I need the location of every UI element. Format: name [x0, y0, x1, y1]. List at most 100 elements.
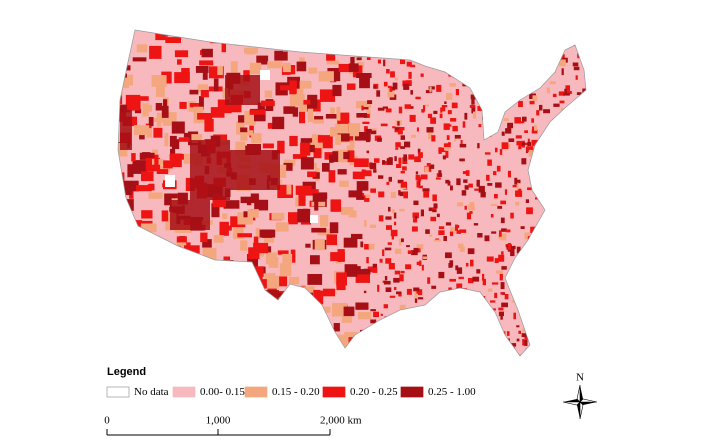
- county-patch: [568, 217, 574, 221]
- county-patch: [537, 248, 543, 255]
- county-patch: [346, 352, 352, 356]
- county-patch: [361, 335, 368, 342]
- county-patch: [574, 186, 581, 193]
- county-patch: [418, 185, 423, 189]
- county-patch: [572, 125, 576, 130]
- county-patch: [132, 57, 147, 62]
- county-patch: [260, 70, 270, 80]
- county-patch: [507, 243, 512, 250]
- county-patch: [429, 51, 433, 54]
- county-patch: [510, 212, 514, 219]
- county-patch: [502, 62, 508, 67]
- county-patch: [337, 169, 347, 175]
- county-patch: [358, 342, 374, 356]
- county-patch: [538, 252, 544, 257]
- legend-title: Legend: [107, 366, 146, 378]
- county-patch: [394, 127, 400, 131]
- county-patch: [511, 343, 517, 347]
- county-patch: [175, 251, 185, 265]
- county-patch: [233, 270, 248, 278]
- county-patch: [183, 132, 196, 138]
- county-patch: [496, 270, 503, 274]
- county-patch: [428, 132, 433, 140]
- county-patch: [518, 101, 523, 107]
- county-patch: [305, 243, 311, 248]
- county-patch: [361, 35, 364, 38]
- county-patch: [504, 294, 509, 300]
- county-patch: [439, 113, 443, 119]
- county-patch: [226, 270, 234, 281]
- county-patch: [201, 48, 213, 58]
- county-patch: [356, 73, 372, 78]
- county-patch: [325, 114, 338, 119]
- county-patch: [423, 337, 429, 343]
- county-patch: [438, 147, 442, 154]
- county-patch: [466, 212, 472, 220]
- county-patch: [462, 310, 466, 318]
- county-patch: [553, 246, 556, 250]
- county-patch: [334, 341, 342, 352]
- county-patch: [174, 251, 180, 259]
- county-patch: [367, 243, 375, 250]
- county-patch: [588, 132, 590, 134]
- county-patch: [151, 325, 163, 338]
- county-patch: [309, 142, 323, 154]
- county-patch: [309, 30, 316, 41]
- county-patch: [303, 308, 312, 321]
- county-patch: [501, 60, 508, 67]
- county-patch: [364, 244, 369, 250]
- county-patch: [476, 179, 480, 187]
- county-patch: [449, 231, 454, 237]
- county-patch: [139, 152, 155, 160]
- county-patch: [419, 260, 422, 266]
- county-patch: [459, 30, 464, 31]
- county-patch: [384, 276, 388, 281]
- county-patch: [179, 101, 187, 109]
- county-patch: [455, 265, 459, 271]
- county-patch: [320, 334, 327, 345]
- county-patch: [197, 336, 213, 349]
- county-patch: [515, 276, 519, 280]
- county-patch: [118, 200, 129, 212]
- county-patch: [574, 188, 579, 195]
- county-patch: [417, 180, 421, 186]
- county-patch: [416, 127, 419, 132]
- county-patch: [558, 151, 564, 157]
- county-patch: [484, 235, 490, 242]
- county-patch: [527, 138, 530, 144]
- county-patch: [289, 305, 302, 311]
- county-patch: [356, 181, 369, 191]
- county-patch: [494, 337, 500, 341]
- county-patch: [292, 107, 299, 117]
- county-patch: [522, 328, 526, 333]
- county-patch: [402, 80, 408, 87]
- county-patch: [118, 40, 130, 47]
- county-patch: [299, 80, 312, 89]
- county-patch: [553, 103, 560, 107]
- county-patch: [309, 189, 319, 195]
- county-patch: [521, 59, 526, 67]
- county-patch: [162, 301, 167, 310]
- county-patch: [468, 278, 474, 284]
- county-patch: [547, 240, 553, 245]
- county-patch: [584, 151, 586, 156]
- county-patch: [573, 136, 576, 143]
- county-patch: [555, 172, 563, 178]
- county-patch: [399, 274, 404, 282]
- county-patch: [455, 49, 460, 57]
- county-patch: [526, 257, 532, 263]
- county-patch: [548, 146, 553, 151]
- county-patch: [311, 227, 327, 233]
- county-patch: [483, 30, 488, 35]
- north-arrow: N: [562, 372, 598, 420]
- county-patch: [200, 331, 214, 336]
- county-patch: [332, 84, 342, 97]
- county-patch: [363, 33, 370, 38]
- county-patch: [260, 300, 271, 311]
- county-patch: [372, 263, 377, 268]
- county-patch: [237, 233, 252, 238]
- county-patch: [416, 180, 419, 188]
- county-patch: [370, 319, 377, 324]
- county-patch: [387, 30, 393, 31]
- county-patch: [312, 119, 324, 124]
